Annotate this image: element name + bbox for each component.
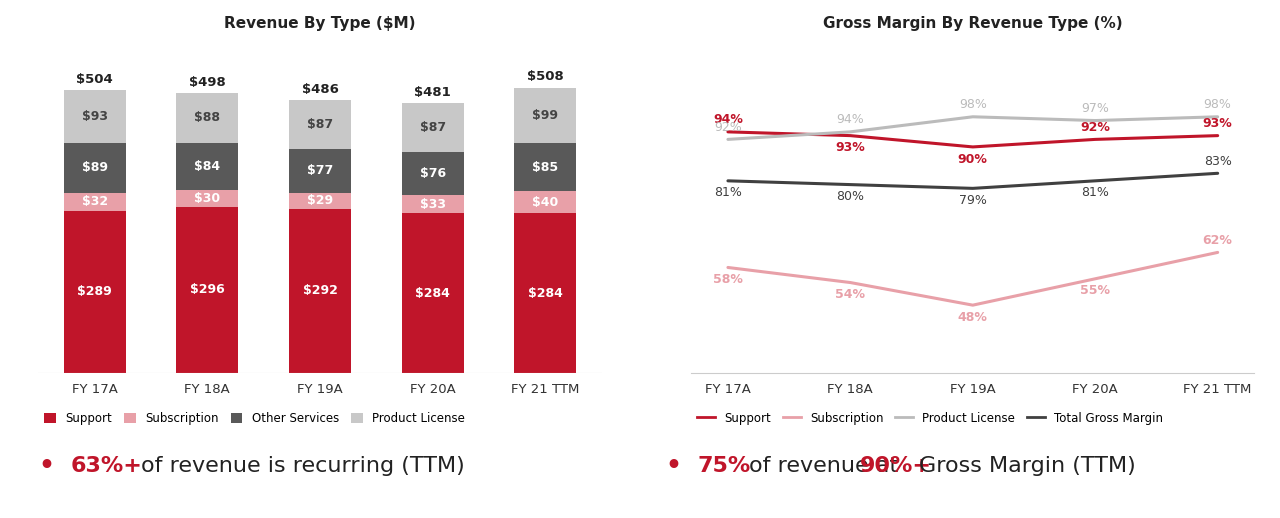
- Legend: Support, Subscription, Product License, Total Gross Margin: Support, Subscription, Product License, …: [698, 412, 1164, 425]
- Text: $84: $84: [195, 160, 220, 172]
- Bar: [515, 191, 576, 213]
- Bar: [64, 193, 125, 211]
- Text: 62%: 62%: [1203, 234, 1233, 247]
- Text: $504: $504: [77, 73, 113, 86]
- Text: 98%: 98%: [1203, 98, 1231, 111]
- Bar: [402, 152, 463, 195]
- Text: 97%: 97%: [1082, 102, 1110, 115]
- Bar: [515, 88, 576, 143]
- Title: Revenue By Type ($M): Revenue By Type ($M): [224, 16, 416, 31]
- Text: $89: $89: [82, 161, 108, 174]
- Text: 90%+: 90%+: [860, 456, 932, 476]
- Bar: [64, 211, 125, 373]
- Text: $87: $87: [307, 119, 333, 132]
- Text: 81%: 81%: [1082, 186, 1110, 199]
- Text: 93%: 93%: [1203, 117, 1233, 130]
- Bar: [177, 190, 238, 207]
- Text: $481: $481: [415, 86, 451, 99]
- Text: $30: $30: [195, 192, 220, 205]
- Text: of revenue is recurring (TTM): of revenue is recurring (TTM): [141, 456, 465, 476]
- Text: 58%: 58%: [713, 273, 742, 286]
- Text: 90%: 90%: [957, 153, 988, 166]
- Text: 55%: 55%: [1080, 284, 1110, 297]
- Text: •: •: [38, 454, 54, 478]
- Text: $85: $85: [532, 161, 558, 174]
- Text: $284: $284: [415, 286, 451, 300]
- Text: $284: $284: [527, 286, 563, 300]
- Text: •: •: [666, 454, 682, 478]
- Legend: Support, Subscription, Other Services, Product License: Support, Subscription, Other Services, P…: [45, 412, 465, 425]
- Text: of revenue at: of revenue at: [749, 456, 899, 476]
- Text: 48%: 48%: [957, 311, 988, 324]
- Text: $508: $508: [527, 70, 563, 83]
- Text: $33: $33: [420, 197, 445, 211]
- Bar: [177, 207, 238, 373]
- Text: $292: $292: [302, 284, 338, 297]
- Text: 83%: 83%: [1203, 155, 1231, 168]
- Text: $40: $40: [532, 196, 558, 209]
- Text: 79%: 79%: [959, 194, 987, 207]
- Bar: [515, 213, 576, 373]
- Text: $498: $498: [189, 76, 225, 89]
- Bar: [289, 193, 351, 209]
- Text: $99: $99: [532, 109, 558, 122]
- Text: $486: $486: [302, 83, 338, 96]
- Text: 80%: 80%: [836, 190, 864, 203]
- Bar: [402, 213, 463, 373]
- Text: 94%: 94%: [713, 113, 742, 126]
- Bar: [289, 149, 351, 193]
- Text: 81%: 81%: [714, 186, 742, 199]
- Text: 93%: 93%: [836, 141, 865, 154]
- Text: 98%: 98%: [959, 98, 987, 111]
- Text: Gross Margin (TTM): Gross Margin (TTM): [919, 456, 1135, 476]
- Text: 54%: 54%: [836, 288, 865, 301]
- Text: 92%: 92%: [714, 121, 742, 134]
- Bar: [515, 143, 576, 191]
- Bar: [177, 93, 238, 142]
- Text: $88: $88: [195, 111, 220, 124]
- Bar: [402, 195, 463, 213]
- Text: $289: $289: [77, 285, 113, 298]
- Text: $93: $93: [82, 110, 108, 123]
- Bar: [64, 142, 125, 193]
- Text: 92%: 92%: [1080, 121, 1110, 134]
- Text: $77: $77: [307, 164, 333, 178]
- Text: 75%: 75%: [698, 456, 751, 476]
- Bar: [64, 90, 125, 142]
- Text: $29: $29: [307, 194, 333, 207]
- Text: $32: $32: [82, 195, 108, 208]
- Text: 94%: 94%: [837, 113, 864, 126]
- Text: $87: $87: [420, 121, 445, 134]
- Bar: [402, 103, 463, 152]
- Text: $76: $76: [420, 167, 445, 180]
- Title: Gross Margin By Revenue Type (%): Gross Margin By Revenue Type (%): [823, 16, 1123, 31]
- Text: 63%+: 63%+: [70, 456, 142, 476]
- Text: $296: $296: [189, 283, 225, 296]
- Bar: [289, 100, 351, 149]
- Bar: [289, 209, 351, 373]
- Bar: [177, 142, 238, 190]
